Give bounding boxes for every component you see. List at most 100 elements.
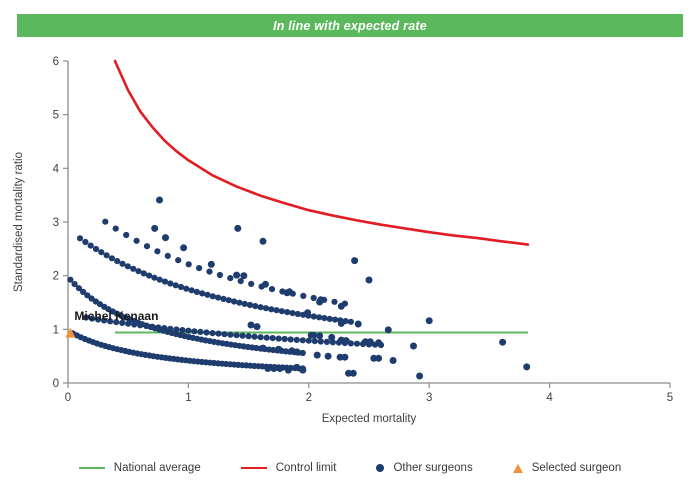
surgeon-dot[interactable]	[124, 263, 131, 270]
surgeon-dot[interactable]	[204, 291, 211, 298]
surgeon-dot[interactable]	[252, 303, 259, 310]
surgeon-dot[interactable]	[185, 261, 192, 268]
surgeon-dot[interactable]	[257, 334, 264, 341]
surgeon-dot[interactable]	[286, 288, 293, 296]
surgeon-dot[interactable]	[179, 327, 186, 334]
surgeon-dot[interactable]	[156, 196, 163, 204]
surgeon-dot[interactable]	[149, 323, 156, 330]
surgeon-dot[interactable]	[270, 365, 278, 372]
surgeon-dot[interactable]	[130, 265, 137, 272]
surgeon-dot[interactable]	[316, 332, 324, 340]
surgeon-dot[interactable]	[294, 310, 301, 318]
surgeon-dot[interactable]	[259, 237, 267, 245]
surgeon-dot[interactable]	[353, 340, 361, 347]
surgeon-dot[interactable]	[209, 293, 216, 300]
surgeon-dot[interactable]	[345, 369, 352, 377]
surgeon-dot[interactable]	[299, 337, 306, 344]
surgeon-dot[interactable]	[108, 255, 115, 262]
surgeon-dot[interactable]	[103, 252, 110, 259]
surgeon-dot[interactable]	[347, 318, 354, 325]
surgeon-dot[interactable]	[337, 319, 345, 327]
surgeon-dot[interactable]	[209, 330, 216, 337]
surgeon-dot[interactable]	[161, 325, 168, 332]
surgeon-dot[interactable]	[131, 321, 138, 328]
surgeon-dot[interactable]	[416, 372, 424, 380]
surgeon-dot[interactable]	[361, 338, 369, 346]
surgeon-dot[interactable]	[316, 298, 324, 306]
surgeon-dot[interactable]	[151, 224, 159, 232]
surgeon-dot[interactable]	[268, 286, 276, 293]
surgeon-dot[interactable]	[133, 237, 140, 244]
surgeon-dot[interactable]	[299, 349, 306, 357]
surgeon-dot[interactable]	[239, 332, 246, 339]
surgeon-dot[interactable]	[107, 318, 114, 325]
surgeon-dot[interactable]	[180, 244, 188, 252]
surgeon-dot[interactable]	[389, 357, 397, 364]
surgeon-dot[interactable]	[289, 310, 296, 317]
surgeon-dot[interactable]	[278, 308, 285, 315]
surgeon-dot[interactable]	[167, 280, 174, 287]
surgeon-dot[interactable]	[220, 295, 227, 302]
surgeon-dot[interactable]	[75, 285, 82, 292]
surgeon-dot[interactable]	[167, 325, 174, 332]
surgeon-dot[interactable]	[304, 309, 312, 317]
surgeon-dot[interactable]	[341, 353, 349, 361]
surgeon-dot[interactable]	[183, 285, 190, 292]
surgeon-dot[interactable]	[164, 252, 171, 259]
surgeon-dot[interactable]	[246, 301, 254, 309]
surgeon-dot[interactable]	[137, 322, 144, 329]
surgeon-dot[interactable]	[89, 315, 96, 322]
surgeon-dot[interactable]	[215, 330, 222, 337]
surgeon-dot[interactable]	[321, 315, 328, 322]
surgeon-dot[interactable]	[264, 365, 272, 372]
surgeon-dot[interactable]	[193, 288, 200, 295]
surgeon-dot[interactable]	[125, 320, 132, 327]
surgeon-dot[interactable]	[199, 290, 206, 297]
surgeon-dot[interactable]	[88, 295, 95, 302]
surgeon-dot[interactable]	[98, 249, 105, 256]
surgeon-dot[interactable]	[82, 238, 89, 246]
surgeon-dot[interactable]	[305, 337, 312, 344]
surgeon-dot[interactable]	[123, 231, 130, 239]
surgeon-dot[interactable]	[328, 333, 336, 341]
surgeon-dot[interactable]	[146, 272, 153, 279]
surgeon-dot[interactable]	[293, 336, 300, 343]
surgeon-dot[interactable]	[251, 333, 258, 340]
surgeon-dot[interactable]	[336, 353, 344, 361]
surgeon-dot[interactable]	[197, 328, 204, 335]
surgeon-dot[interactable]	[84, 292, 91, 299]
other-surgeons-dots[interactable]	[67, 196, 531, 380]
surgeon-dot[interactable]	[326, 315, 333, 322]
surgeon-dot[interactable]	[216, 271, 223, 279]
surgeon-dot[interactable]	[316, 314, 323, 321]
surgeon-dot[interactable]	[284, 366, 292, 374]
surgeon-dot[interactable]	[284, 309, 291, 316]
surgeon-dot[interactable]	[162, 234, 169, 242]
surgeon-dot[interactable]	[206, 268, 213, 275]
surgeon-dot[interactable]	[113, 319, 120, 326]
surgeon-dot[interactable]	[257, 304, 264, 311]
surgeon-dot[interactable]	[119, 260, 126, 267]
surgeon-dot[interactable]	[324, 352, 332, 360]
surgeon-dot[interactable]	[263, 334, 270, 341]
surgeon-dot[interactable]	[375, 339, 383, 347]
surgeon-dot[interactable]	[112, 225, 119, 232]
surgeon-dot[interactable]	[273, 307, 280, 314]
surgeon-dot[interactable]	[156, 276, 163, 283]
surgeon-dot[interactable]	[259, 344, 267, 352]
surgeon-dot[interactable]	[245, 333, 252, 340]
surgeon-dot[interactable]	[276, 365, 284, 372]
surgeon-dot[interactable]	[323, 338, 330, 345]
surgeon-dot[interactable]	[410, 342, 417, 350]
surgeon-dot[interactable]	[499, 338, 507, 346]
surgeon-dot[interactable]	[172, 282, 179, 289]
surgeon-dot[interactable]	[342, 337, 350, 345]
surgeon-dot[interactable]	[80, 288, 87, 295]
surgeon-dot[interactable]	[67, 276, 74, 283]
surgeon-dot[interactable]	[76, 235, 84, 242]
surgeon-dot[interactable]	[173, 326, 180, 333]
surgeon-dot[interactable]	[262, 280, 269, 288]
selected-surgeon-marker[interactable]	[65, 327, 76, 338]
surgeon-dot[interactable]	[384, 326, 392, 334]
surgeon-dot[interactable]	[143, 322, 150, 330]
